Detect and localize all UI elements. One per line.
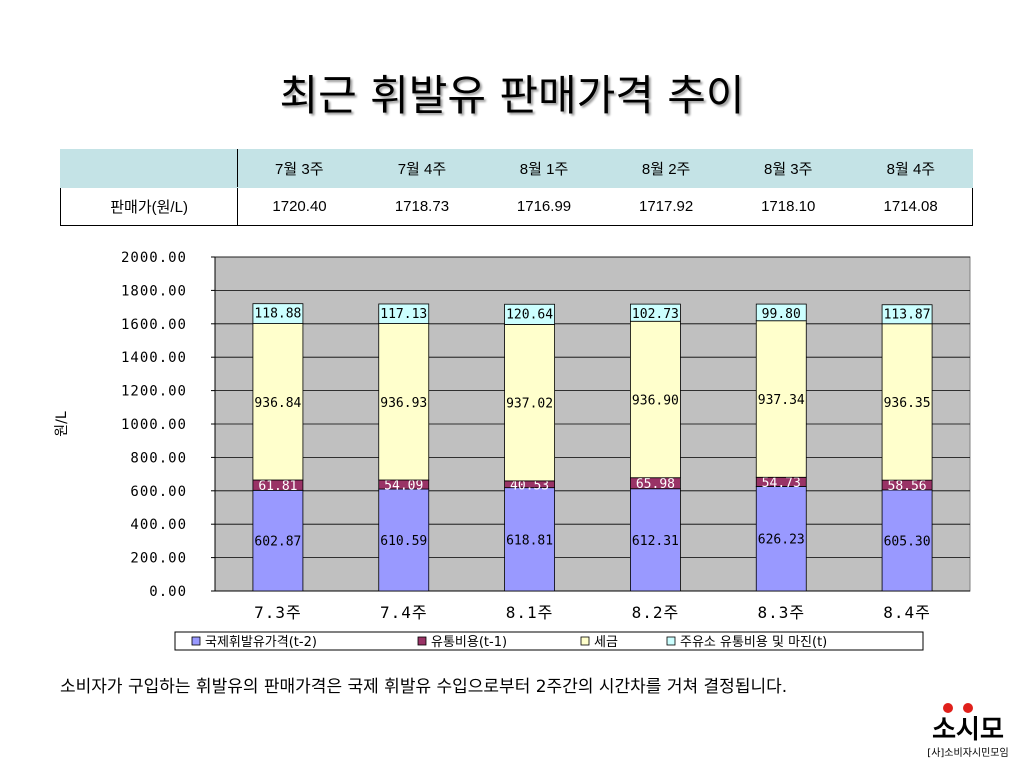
legend-entry: 주유소 유통비용 및 마진(t) (680, 635, 827, 650)
y-tick-label: 400.00 (130, 517, 187, 533)
y-tick-label: 1200.00 (121, 384, 187, 400)
data-label: 120.64 (506, 307, 553, 322)
x-tick-label: 8.2주 (632, 603, 680, 622)
table-cell: 1714.08 (849, 187, 973, 226)
data-label: 602.87 (254, 535, 301, 550)
data-label: 612.31 (632, 534, 679, 549)
bar-segment (504, 324, 555, 482)
data-label: 65.98 (636, 477, 675, 492)
legend-swatch (580, 636, 590, 646)
x-tick-label: 8.1주 (506, 603, 554, 622)
bar-segment (378, 303, 430, 324)
stacked-bar-chart: 0.00 200.00 400.00 600.00 800.00 1000.00 1200.… (54, 250, 971, 651)
data-label: 605.30 (884, 534, 931, 549)
table-header-row: 7월 3주 7월 4주 8월 1주 8월 2주 8월 3주 8월 4주 (59, 149, 974, 188)
table-header-cell: 7월 3주 (237, 149, 362, 188)
bar-segment (252, 489, 304, 592)
y-tick-label: 200.00 (130, 551, 187, 567)
y-tick-label: 0.00 (149, 584, 187, 600)
table-corner-cell (59, 149, 239, 188)
table-cell: 1716.99 (482, 187, 606, 226)
data-label: 618.81 (506, 533, 553, 548)
y-tick-label: 800.00 (130, 450, 187, 466)
data-label: 117.13 (380, 307, 427, 322)
data-label: 936.84 (254, 396, 301, 411)
legend-entry: 유통비용(t-1) (431, 635, 507, 650)
y-tick-label: 600.00 (130, 484, 187, 500)
legend-entry: 국제휘발유가격(t-2) (205, 635, 317, 650)
table-header-cell: 7월 4주 (360, 149, 484, 188)
data-label: 937.34 (758, 393, 805, 408)
legend-swatch (417, 636, 427, 646)
table-header-cell: 8월 4주 (848, 149, 974, 188)
data-label: 118.88 (254, 307, 301, 322)
logo-main-text: 소시모 (932, 715, 1004, 744)
data-label: 936.93 (380, 396, 427, 411)
data-label: 626.23 (758, 533, 805, 548)
table-cell: 1717.92 (605, 187, 728, 226)
logo-icon: 소시모 (932, 703, 1004, 745)
data-label: 936.35 (884, 396, 931, 411)
data-label: 610.59 (380, 534, 427, 549)
data-label: 54.73 (762, 476, 801, 491)
bar-segment (881, 489, 933, 592)
data-label: 40.53 (510, 478, 549, 493)
slide-caption: 소비자가 구입하는 휘발유의 판매가격은 국제 휘발유 수입으로부터 2주간의 … (60, 677, 788, 697)
table-cell: 1720.40 (237, 187, 361, 226)
data-label: 102.73 (632, 307, 679, 322)
logo: 소시모 [사]소비자시민모임 (918, 700, 1018, 764)
y-tick-label: 2000.00 (121, 250, 187, 266)
bar-segment (630, 488, 681, 592)
bar-segment (755, 303, 807, 322)
legend-swatch (666, 636, 676, 646)
y-tick-label: 1400.00 (121, 350, 187, 366)
data-label: 113.87 (884, 308, 931, 323)
bar-segment (881, 323, 933, 481)
table-cell: 1718.10 (727, 187, 850, 226)
bar-segment (755, 320, 807, 478)
x-tick-label: 8.3주 (757, 603, 805, 622)
slide-title: 최근 휘발유 판매가격 추이 (279, 71, 745, 120)
table-cell: 1718.73 (360, 187, 483, 226)
data-label: 937.02 (506, 397, 553, 412)
data-label: 936.90 (632, 393, 679, 408)
logo-subtitle: [사]소비자시민모임 (927, 748, 1009, 759)
table-row: 판매가(원/L) 1720.40 1718.73 1716.99 1717.92… (60, 187, 973, 226)
table-header-cell: 8월 3주 (726, 149, 850, 188)
legend-box (174, 631, 924, 651)
price-table: 7월 3주 7월 4주 8월 1주 8월 2주 8월 3주 8월 4주 판매가(… (59, 149, 974, 226)
y-tick-label: 1600.00 (121, 317, 187, 333)
table-header-cell: 8월 2주 (604, 149, 728, 188)
bar-segment (504, 303, 555, 325)
bar-segment (378, 488, 430, 592)
bar-segment (630, 303, 681, 322)
x-tick-label: 7.4주 (380, 603, 428, 622)
legend-entry: 세금 (594, 635, 618, 650)
x-tick-label: 8.4주 (883, 603, 931, 622)
legend-swatch (191, 636, 201, 646)
data-label: 99.80 (762, 307, 801, 322)
bar-segment (755, 486, 807, 592)
bar-segment (630, 320, 681, 479)
y-tick-label: 1000.00 (121, 417, 187, 433)
table-row-label: 판매가(원/L) (60, 187, 239, 226)
data-label: 58.56 (888, 479, 927, 494)
bar-segment (252, 303, 304, 324)
y-axis-label: 원/L (54, 411, 70, 437)
data-label: 61.81 (258, 479, 297, 494)
bar-segment (252, 323, 304, 481)
table-header-cell: 8월 1주 (482, 149, 606, 188)
data-label: 54.09 (384, 479, 423, 494)
x-tick-label: 7.3주 (254, 603, 302, 622)
bar-segment (881, 304, 933, 325)
y-tick-label: 1800.00 (121, 283, 187, 299)
bar-segment (504, 487, 555, 592)
